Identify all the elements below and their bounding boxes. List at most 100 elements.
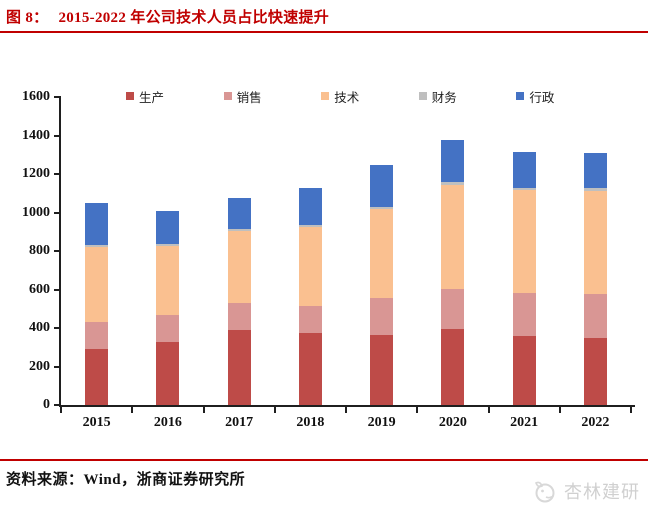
- bar-segment: [512, 187, 536, 191]
- legend-label: 行政: [529, 90, 555, 105]
- y-tick: [54, 288, 59, 291]
- bar-segment: [156, 246, 180, 315]
- bar-segment: [583, 188, 607, 192]
- legend-item: 生产: [126, 88, 165, 105]
- y-tick-label: 1400: [22, 127, 50, 143]
- bar-2020: [441, 140, 465, 405]
- x-axis-line: [59, 405, 635, 407]
- y-tick-label: 0: [43, 397, 50, 412]
- watermark-text: 杏林建研: [564, 482, 640, 502]
- x-tick: [487, 407, 490, 413]
- y-tick-label: 1200: [22, 166, 50, 181]
- bar-segment: [85, 202, 109, 246]
- legend-swatch: [516, 92, 525, 100]
- chart-legend: 生产 销售 技术 财务 行政: [0, 88, 648, 105]
- y-tick-label: 1600: [22, 89, 50, 104]
- figure-number-label: 图 8：: [6, 10, 49, 26]
- bar-segment: [227, 228, 251, 231]
- bar-2018: [298, 188, 322, 405]
- y-tick-label: 600: [29, 281, 50, 297]
- y-tick: [54, 327, 59, 329]
- bar-segment: [441, 328, 465, 405]
- x-tick: [345, 407, 347, 413]
- bar-segment: [583, 337, 607, 405]
- bar-segment: [298, 305, 322, 333]
- bar-2021: [512, 151, 536, 405]
- legend-swatch: [126, 92, 134, 100]
- x-tick: [630, 407, 632, 413]
- bar-segment: [156, 314, 180, 343]
- bar-segment: [583, 191, 607, 295]
- y-tick: [54, 96, 59, 98]
- bar-segment: [370, 208, 394, 299]
- plot-area: [61, 97, 631, 405]
- x-tick: [60, 407, 62, 413]
- legend-swatch: [418, 92, 427, 100]
- bar-segment: [583, 294, 607, 338]
- bar-segment: [156, 342, 180, 405]
- bar-segment: [227, 303, 251, 330]
- x-tick: [202, 407, 205, 413]
- x-tick: [416, 407, 419, 413]
- bar-segment: [85, 349, 109, 405]
- x-tick-label: 2021: [510, 415, 539, 430]
- bar-segment: [227, 230, 251, 303]
- bar-segment: [370, 206, 394, 209]
- bar-segment: [441, 288, 465, 329]
- bar-2016: [156, 210, 180, 405]
- x-tick-label: 2022: [581, 415, 610, 430]
- bar-segment: [156, 244, 180, 247]
- bar-segment: [370, 298, 394, 335]
- bar-segment: [512, 293, 536, 336]
- bar-segment: [227, 329, 251, 405]
- legend-label: 技术: [334, 90, 360, 105]
- y-tick: [54, 404, 59, 406]
- x-tick-label: 2018: [296, 415, 325, 430]
- x-tick-label: 2019: [367, 415, 396, 430]
- y-tick-label: 200: [29, 358, 50, 374]
- y-tick-label: 1000: [22, 204, 50, 220]
- bar-segment: [298, 332, 322, 405]
- y-tick: [54, 211, 59, 214]
- bar-segment: [85, 245, 109, 248]
- bar-segment: [298, 188, 322, 226]
- y-tick-label: 400: [29, 320, 50, 335]
- y-tick: [54, 250, 59, 252]
- bar-segment: [370, 334, 394, 405]
- bar-segment: [583, 152, 607, 189]
- bar-segment: [370, 165, 394, 207]
- source-attribution: 资料来源：Wind，浙商证券研究所: [6, 472, 246, 488]
- legend-label: 销售: [236, 90, 262, 105]
- legend-label: 财务: [431, 90, 457, 105]
- bar-segment: [227, 198, 251, 229]
- bar-segment: [156, 210, 180, 245]
- bar-segment: [512, 151, 536, 188]
- bar-2015: [85, 202, 109, 405]
- bar-segment: [512, 190, 536, 294]
- legend-item: 销售: [223, 88, 262, 105]
- bar-segment: [85, 322, 109, 350]
- footer-divider-rule: [0, 459, 648, 461]
- title-divider-rule: [0, 31, 648, 33]
- y-tick: [54, 173, 59, 175]
- watermark: 杏林建研: [530, 477, 640, 505]
- bar-segment: [85, 247, 109, 323]
- y-tick: [54, 365, 59, 368]
- bar-2019: [370, 165, 394, 405]
- figure-title: 图 8： 2015-2022 年公司技术人员占比快速提升: [6, 6, 646, 27]
- bar-2017: [227, 198, 251, 405]
- stacked-bar-chart: 生产 销售 技术 财务 行政 0 200 400 600 800 1000 1200 1400 1600…: [0, 60, 648, 440]
- legend-swatch: [223, 92, 232, 100]
- y-tick: [54, 134, 59, 137]
- legend-item: 行政: [516, 88, 555, 105]
- legend-label: 生产: [139, 90, 165, 105]
- legend-item: 技术: [321, 88, 360, 105]
- x-tick: [558, 407, 561, 413]
- figure-title-text: 2015-2022 年公司技术人员占比快速提升: [58, 10, 330, 26]
- bar-segment: [298, 226, 322, 306]
- x-tick-label: 2016: [153, 415, 182, 430]
- x-tick: [131, 407, 134, 413]
- x-tick: [273, 407, 276, 413]
- legend-item: 财务: [418, 88, 457, 105]
